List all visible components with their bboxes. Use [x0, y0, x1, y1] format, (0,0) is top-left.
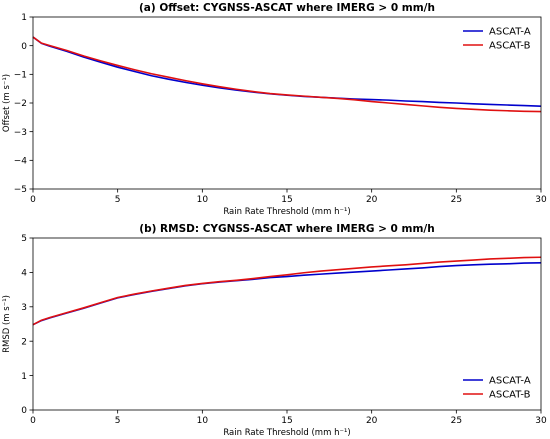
x-axis-label: Rain Rate Threshold (mm h⁻¹) — [223, 428, 350, 438]
plot-frame — [32, 237, 542, 411]
panel-offset: (a) Offset: CYGNSS-ASCAT where IMERG > 0… — [2, 2, 547, 217]
series-line-ascat-a — [32, 36, 542, 107]
legend-label-ascat-b: ASCAT-B — [489, 390, 531, 401]
series-line-ascat-b — [32, 36, 542, 113]
x-tick-label: 5 — [115, 416, 121, 426]
y-tick-label: −3 — [14, 128, 27, 138]
x-tick-label: 10 — [197, 416, 209, 426]
y-tick-label: −5 — [14, 185, 27, 195]
chart-title: (a) Offset: CYGNSS-ASCAT where IMERG > 0… — [139, 2, 435, 14]
legend-label-ascat-a: ASCAT-A — [489, 27, 531, 38]
x-tick-label: 30 — [535, 416, 547, 426]
series-line-ascat-b — [32, 256, 542, 326]
y-tick-label: 3 — [21, 303, 27, 313]
y-tick-label: 0 — [21, 406, 27, 416]
x-tick-label: 0 — [30, 416, 36, 426]
panel-rmsd: (b) RMSD: CYGNSS-ASCAT where IMERG > 0 m… — [2, 223, 547, 438]
y-axis-label: Offset (m s⁻¹) — [2, 74, 12, 132]
x-tick-label: 5 — [115, 195, 121, 205]
legend: ASCAT-A ASCAT-B — [463, 27, 531, 52]
y-tick-label: −2 — [14, 99, 27, 109]
series-line-ascat-a — [32, 261, 542, 326]
x-tick-label: 10 — [197, 195, 209, 205]
x-tick-label: 20 — [366, 416, 378, 426]
legend-label-ascat-b: ASCAT-B — [489, 41, 531, 52]
legend-label-ascat-a: ASCAT-A — [489, 376, 531, 387]
x-axis-label: Rain Rate Threshold (mm h⁻¹) — [223, 207, 350, 217]
x-tick-label: 25 — [451, 416, 462, 426]
legend: ASCAT-A ASCAT-B — [463, 376, 531, 401]
x-tick-label: 25 — [451, 195, 462, 205]
y-tick-label: 0 — [21, 42, 27, 52]
y-tick-label: −1 — [14, 71, 27, 81]
y-tick-label: 1 — [21, 372, 27, 382]
x-tick-label: 20 — [366, 195, 378, 205]
y-tick-label: −4 — [14, 157, 28, 167]
chart-title: (b) RMSD: CYGNSS-ASCAT where IMERG > 0 m… — [139, 223, 434, 235]
x-tick-label: 0 — [30, 195, 36, 205]
x-tick-label: 30 — [535, 195, 547, 205]
y-axis-label: RMSD (m s⁻¹) — [2, 295, 12, 353]
y-tick-label: 5 — [21, 234, 27, 244]
y-tick-label: 1 — [21, 13, 27, 23]
x-tick-label: 15 — [281, 416, 292, 426]
y-tick-label: 4 — [21, 269, 27, 279]
y-tick-label: 2 — [21, 337, 27, 347]
x-tick-label: 15 — [281, 195, 292, 205]
